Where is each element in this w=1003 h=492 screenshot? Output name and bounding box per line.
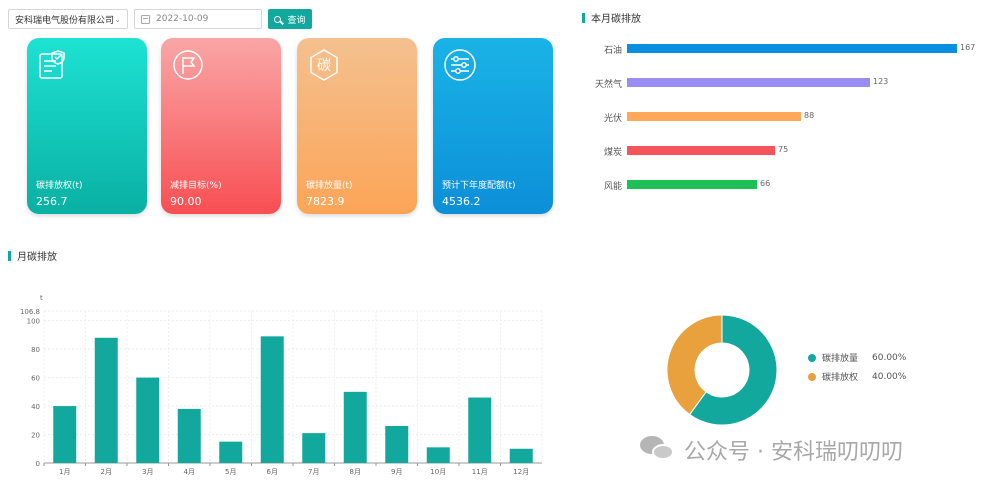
carbon-glyph: 碳 [317, 58, 331, 74]
company-select-value: 安科瑞电气股份有限公司 [15, 15, 115, 26]
ranking-title: 本月碳排放 [582, 10, 641, 25]
ranking-label: 天然气 [594, 80, 622, 90]
legend-label: 碳排放量 [822, 354, 859, 364]
x-tick-label: 7月 [308, 468, 319, 476]
x-tick-label: 12月 [513, 468, 529, 476]
ranking-bar[interactable] [627, 180, 757, 189]
legend-item[interactable]: 碳排放量 60.00% [808, 352, 907, 364]
ranking-title-text: 本月碳排放 [591, 14, 641, 25]
card-value: 90.00 [170, 195, 202, 208]
ranking-bar[interactable] [627, 44, 957, 53]
emission-donut-chart [666, 314, 778, 426]
chevron-down-icon: ⌄ [114, 14, 121, 24]
y-tick-label: 106.8 [20, 308, 40, 316]
card-next-year-quota: 预计下年度配额(t) 4536.2 [433, 38, 553, 214]
filter-toolbar: 安科瑞电气股份有限公司 ⌄ 2022-10-09 查询 [8, 9, 312, 29]
card-carbon-emission: 碳 碳排放量(t) 7823.9 [297, 38, 417, 214]
card-label: 碳排放权(t) [36, 181, 83, 191]
legend-pct: 40.00% [872, 371, 907, 382]
title-accent [582, 12, 585, 23]
query-button[interactable]: 查询 [268, 9, 312, 29]
ranking-label: 煤炭 [603, 148, 622, 158]
ranking-label: 风能 [603, 182, 622, 192]
bar-month[interactable] [509, 448, 533, 463]
bar-month[interactable] [94, 337, 118, 463]
legend-dot [808, 372, 816, 381]
flag-icon [173, 50, 203, 80]
card-value: 4536.2 [442, 195, 481, 208]
ranking-value: 66 [760, 179, 771, 188]
bar-month[interactable] [468, 397, 492, 463]
donut-slice[interactable] [666, 314, 723, 416]
x-tick-label: 6月 [267, 468, 278, 476]
monthly-title: 月碳排放 [8, 248, 57, 263]
legend-item[interactable]: 碳排放权 40.00% [808, 371, 907, 383]
x-tick-label: 2月 [101, 468, 112, 476]
card-reduction-target: 减排目标(%) 90.00 [161, 38, 281, 214]
bar-month[interactable] [177, 408, 201, 463]
legend-label: 碳排放权 [822, 373, 859, 383]
ranking-value: 88 [804, 111, 815, 120]
bar-month[interactable] [53, 406, 77, 463]
ranking-label: 石油 [603, 46, 622, 56]
x-tick-label: 11月 [472, 468, 488, 476]
x-tick-label: 10月 [430, 468, 446, 476]
y-tick-label: 60 [31, 375, 40, 383]
bar-month[interactable] [385, 425, 409, 463]
bar-month[interactable] [343, 391, 367, 463]
y-tick-label: 40 [31, 403, 40, 411]
bar-month[interactable] [260, 336, 284, 463]
x-tick-label: 5月 [225, 468, 236, 476]
legend-dot [808, 353, 816, 362]
bar-month[interactable] [219, 441, 243, 463]
card-value: 7823.9 [306, 195, 345, 208]
x-tick-label: 9月 [391, 468, 402, 476]
bar-month[interactable] [426, 447, 450, 463]
y-tick-label: 100 [27, 318, 40, 326]
bar-month[interactable] [136, 377, 160, 463]
carbon-hexagon-icon: 碳 [310, 49, 338, 81]
bar-month[interactable] [302, 433, 326, 463]
search-icon [274, 15, 282, 23]
ranking-bar[interactable] [627, 78, 870, 87]
donut-slice[interactable] [688, 314, 778, 426]
x-tick-label: 3月 [142, 468, 153, 476]
x-tick-label: 1月 [59, 468, 70, 476]
card-label: 预计下年度配额(t) [442, 181, 516, 191]
y-tick-label: 80 [31, 346, 40, 354]
x-tick-label: 8月 [350, 468, 361, 476]
legend-pct: 60.00% [872, 352, 907, 363]
monthly-bar-chart: t 0 20 40 60 80 100 106.8 1月 2月 3月 4月 5月 6月 7月 8月 9月 10月 1… [20, 294, 543, 476]
y-unit-label: t [40, 294, 43, 302]
date-picker[interactable]: 2022-10-09 [134, 9, 262, 29]
ranking-value: 75 [778, 145, 789, 154]
y-tick-label: 0 [36, 460, 40, 468]
ranking-bar[interactable] [627, 146, 775, 155]
date-value: 2022-10-09 [156, 14, 209, 24]
watermark-text: 公众号 · 安科瑞叨叨叨 [684, 440, 903, 465]
calendar-icon [141, 14, 150, 24]
card-value: 256.7 [36, 195, 68, 208]
card-label: 碳排放量(t) [306, 181, 353, 191]
x-tick-label: 4月 [184, 468, 195, 476]
wechat-icon [640, 436, 676, 464]
ranking-bar[interactable] [627, 112, 801, 121]
query-button-label: 查询 [287, 15, 306, 26]
card-carbon-allowance: 碳排放权(t) 256.7 [27, 38, 147, 214]
title-accent [8, 250, 11, 261]
sliders-icon [444, 49, 476, 81]
card-label: 减排目标(%) [170, 181, 222, 191]
ranking-label: 光伏 [603, 114, 622, 124]
y-tick-label: 20 [31, 432, 40, 440]
document-check-icon [39, 50, 65, 79]
ranking-value: 123 [873, 77, 889, 86]
watermark: 公众号 · 安科瑞叨叨叨 [640, 434, 903, 466]
company-select[interactable]: 安科瑞电气股份有限公司 ⌄ [8, 9, 128, 29]
donut-legend: 碳排放量 60.00% 碳排放权 40.00% [808, 352, 906, 390]
ranking-value: 167 [960, 43, 976, 52]
monthly-title-text: 月碳排放 [17, 252, 57, 263]
